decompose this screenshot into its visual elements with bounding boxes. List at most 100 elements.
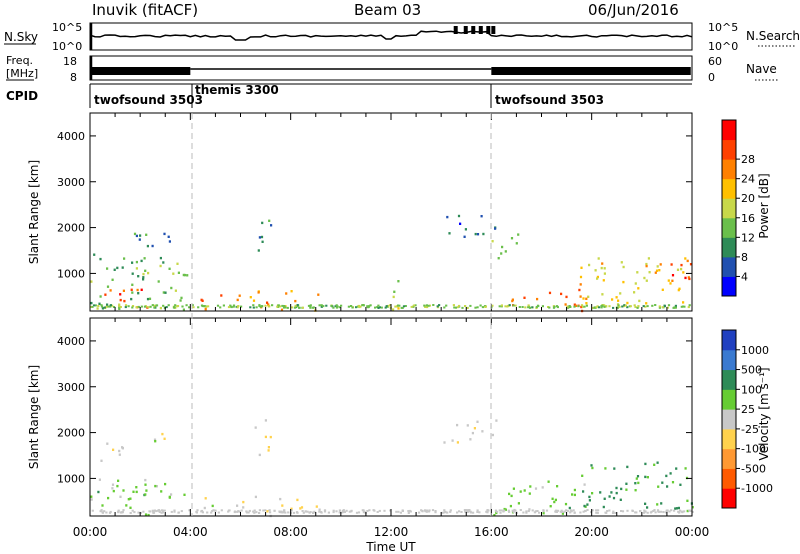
ground-cell-183 xyxy=(160,509,163,512)
data-cell-0-9 xyxy=(98,302,101,305)
data-cell-10-177 xyxy=(622,265,625,269)
ground-cell-220 xyxy=(548,306,551,309)
vel-cbar-swatch-7 xyxy=(722,349,736,371)
ground-cell-271 xyxy=(680,510,683,513)
data-cell-0-7 xyxy=(116,266,119,270)
ground-cell-298 xyxy=(117,511,120,514)
ground-cell-185 xyxy=(206,511,209,514)
data-cell-0-46 xyxy=(135,260,138,264)
power-cbar-tick-label-6: 28 xyxy=(741,153,755,166)
ground-cell-260 xyxy=(679,509,682,512)
ground-cell-61 xyxy=(524,306,527,309)
data-cell-8-132 xyxy=(684,467,687,470)
ground-cell-235 xyxy=(680,305,683,308)
ground-cell-228 xyxy=(566,305,569,308)
data-cell-7-118 xyxy=(480,215,483,218)
ground-cell-159 xyxy=(533,511,536,514)
freq-panel-frame xyxy=(89,55,693,81)
ground-cell-284 xyxy=(502,510,505,513)
data-cell-5-73 xyxy=(267,446,270,449)
data-cell-8-137 xyxy=(591,492,594,495)
x-tick-label-3: 12:00 xyxy=(374,525,409,539)
data-cell-10-171 xyxy=(638,299,641,303)
ground-cell-117 xyxy=(608,509,611,512)
data-cell-7-94 xyxy=(510,494,513,498)
data-cell-5-104 xyxy=(257,249,260,252)
data-cell-8-142 xyxy=(591,466,594,470)
data-cell-8-125 xyxy=(504,250,507,253)
data-cell-4-99 xyxy=(280,308,284,311)
ground-cell-236 xyxy=(583,305,586,308)
data-cell-10-158 xyxy=(648,271,651,274)
ground-cell-171 xyxy=(486,511,489,514)
ground-cell-294 xyxy=(268,509,271,512)
ground-cell-78 xyxy=(569,511,572,514)
ground-cell-150 xyxy=(545,509,549,512)
ground-cell-82 xyxy=(271,304,274,307)
ground-cell-15 xyxy=(432,304,435,306)
velocity-axes: 1000 2000 3000 4000 xyxy=(57,318,693,516)
data-cell-8-133 xyxy=(620,487,623,491)
nsky-spike-0 xyxy=(453,26,458,34)
ground-cell-30 xyxy=(197,306,200,309)
data-cell-4-93 xyxy=(266,301,269,304)
ground-cell-66 xyxy=(283,509,286,512)
data-cell-0-2 xyxy=(142,272,145,276)
ground-cell-168 xyxy=(161,511,164,514)
ground-cell-173 xyxy=(330,304,333,307)
ground-cell-165 xyxy=(595,511,598,514)
ground-cell-111 xyxy=(559,510,562,513)
data-cell-10-193 xyxy=(611,298,614,301)
data-cell-10-196 xyxy=(588,263,591,267)
data-cell-8-127 xyxy=(583,504,586,508)
ground-cell-144 xyxy=(404,305,407,307)
ground-cell-41 xyxy=(284,511,287,514)
data-cell-8-163 xyxy=(656,503,659,506)
power-colorbar-label: Power [dB] xyxy=(757,173,771,238)
ground-cell-44 xyxy=(163,509,166,512)
data-cell-2-78 xyxy=(163,232,166,236)
data-cell-1-38 xyxy=(118,453,121,456)
data-cell-7-114 xyxy=(553,500,556,504)
ground-cell-273 xyxy=(376,511,379,513)
data-cell-8-143 xyxy=(615,491,618,495)
data-cell-4-96 xyxy=(257,291,260,294)
nave-label: Nave xyxy=(746,62,777,76)
ground-cell-192 xyxy=(292,511,296,514)
ground-cell-295 xyxy=(566,509,570,512)
data-cell-4-97 xyxy=(317,293,320,296)
ground-cell-140 xyxy=(355,511,359,514)
data-cell-8-172 xyxy=(625,482,628,485)
ground-cell-120 xyxy=(479,304,482,307)
data-cell-10-203 xyxy=(682,271,685,274)
ground-cell-133 xyxy=(617,304,620,307)
data-cell-8-131 xyxy=(491,240,494,243)
ground-cell-290 xyxy=(109,304,112,307)
ground-cell-252 xyxy=(268,305,271,308)
ground-cell-42 xyxy=(320,305,323,308)
ground-cell-71 xyxy=(264,509,267,512)
ground-cell-237 xyxy=(423,304,426,307)
ground-cell-272 xyxy=(424,510,427,513)
data-cell-8-145 xyxy=(660,502,663,505)
data-cell-0-23 xyxy=(116,484,119,488)
ground-cell-176 xyxy=(338,306,341,309)
ground-cell-186 xyxy=(535,306,538,308)
ground-cell-49 xyxy=(210,511,213,514)
ground-cell-219 xyxy=(180,510,183,513)
ground-cell-291 xyxy=(552,306,556,309)
data-cell-0-29 xyxy=(162,261,165,264)
data-cell-0-6 xyxy=(90,301,93,305)
ground-cell-163 xyxy=(595,509,598,512)
ground-cell-194 xyxy=(307,304,311,307)
velocity-ylabel: Slant Range [km] xyxy=(27,365,41,469)
data-cell-10-201 xyxy=(645,262,648,266)
ground-cell-84 xyxy=(153,509,156,512)
vel-cbar-tick-label-6: -500 xyxy=(741,462,766,475)
power-cbar-tick-label-3: 16 xyxy=(741,212,755,225)
ground-cell-204 xyxy=(264,304,267,307)
data-cell-9-138 xyxy=(548,291,552,295)
ground-cell-135 xyxy=(508,510,511,513)
data-cell-0-8 xyxy=(183,273,187,277)
